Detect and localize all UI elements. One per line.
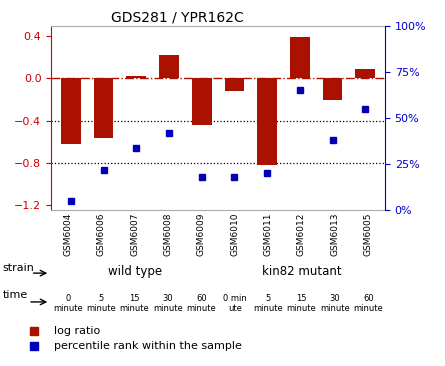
Text: kin82 mutant: kin82 mutant xyxy=(262,265,341,278)
Bar xyxy=(126,76,146,78)
Text: GSM6005: GSM6005 xyxy=(364,213,373,256)
Text: GSM6011: GSM6011 xyxy=(263,213,273,256)
Text: GDS281 / YPR162C: GDS281 / YPR162C xyxy=(111,11,244,25)
Text: time: time xyxy=(3,290,28,300)
Text: 30
minute: 30 minute xyxy=(320,294,350,314)
Text: 0
minute: 0 minute xyxy=(53,294,83,314)
Text: 30
minute: 30 minute xyxy=(153,294,183,314)
Bar xyxy=(225,78,244,91)
Text: 15
minute: 15 minute xyxy=(287,294,316,314)
Text: 5
minute: 5 minute xyxy=(86,294,116,314)
Text: 5
minute: 5 minute xyxy=(253,294,283,314)
Text: GSM6012: GSM6012 xyxy=(297,213,306,256)
Text: GSM6010: GSM6010 xyxy=(230,213,239,256)
Text: log ratio: log ratio xyxy=(54,326,101,336)
Text: strain: strain xyxy=(3,263,34,273)
Bar xyxy=(61,78,81,144)
Text: 60
minute: 60 minute xyxy=(353,294,383,314)
Text: GSM6009: GSM6009 xyxy=(197,213,206,256)
Text: GSM6004: GSM6004 xyxy=(63,213,73,256)
Text: 15
minute: 15 minute xyxy=(120,294,150,314)
Text: GSM6013: GSM6013 xyxy=(330,213,340,256)
Text: GSM6006: GSM6006 xyxy=(97,213,106,256)
Text: GSM6007: GSM6007 xyxy=(130,213,139,256)
Bar xyxy=(94,78,113,138)
Bar xyxy=(290,37,310,78)
Bar xyxy=(192,78,211,125)
Text: percentile rank within the sample: percentile rank within the sample xyxy=(54,341,242,351)
Bar xyxy=(159,55,179,78)
Bar xyxy=(356,69,375,78)
Bar xyxy=(257,78,277,165)
Text: 60
minute: 60 minute xyxy=(186,294,216,314)
Bar xyxy=(323,78,342,100)
Text: 0 min
ute: 0 min ute xyxy=(223,294,247,314)
Text: wild type: wild type xyxy=(108,265,162,278)
Text: GSM6008: GSM6008 xyxy=(163,213,173,256)
